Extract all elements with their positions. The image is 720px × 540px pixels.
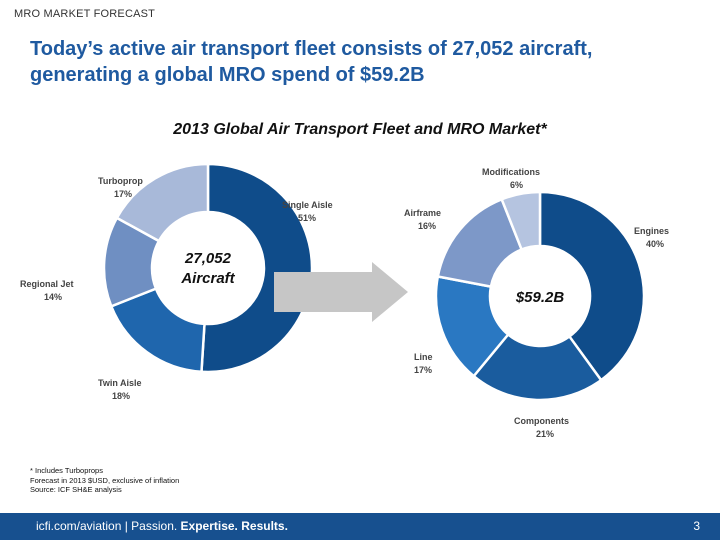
footer-text: icfi.com/aviation | Passion. Expertise. … — [36, 519, 288, 533]
value-airframe: 16% — [418, 221, 436, 231]
donut-charts: 27,052 Aircraft $59.2B Single Aisle 51% … — [20, 162, 669, 439]
title-line-2: generating a global MRO spend of $59.2B — [30, 64, 425, 86]
value-modifications: 6% — [510, 180, 523, 190]
fleet-slice-single-aisle — [200, 162, 314, 374]
footnote-forecast: Forecast in 2013 $USD, exclusive of infl… — [30, 475, 180, 485]
mro-donut-chart — [434, 190, 646, 402]
label-regional-jet: Regional Jet — [20, 279, 74, 289]
value-single-aisle: 51% — [298, 213, 316, 223]
label-engines: Engines — [634, 226, 669, 236]
label-turboprop: Turboprop — [98, 176, 143, 186]
footer-tagline-bold: Expertise. Results. — [180, 519, 288, 533]
mro-slice-engines — [538, 190, 646, 382]
value-engines: 40% — [646, 239, 664, 249]
page-number: 3 — [693, 519, 700, 533]
page-title: Today’s active air transport fleet consi… — [30, 36, 710, 88]
footnote-source: Source: ICF SH&E analysis — [30, 485, 122, 494]
title-line-1: Today’s active air transport fleet consi… — [30, 38, 593, 60]
label-airframe: Airframe — [404, 208, 441, 218]
chart-title: 2013 Global Air Transport Fleet and MRO … — [173, 121, 547, 138]
arrow-graphic — [274, 262, 408, 322]
value-line: 17% — [414, 365, 432, 375]
footer-site-link[interactable]: icfi.com/aviation — [36, 519, 122, 533]
mro-center-value: $59.2B — [515, 289, 565, 306]
footer-tagline-prefix: Passion. — [131, 519, 181, 533]
section-kicker: MRO MARKET FORECAST — [14, 8, 156, 20]
footnote-turboprops: * Includes Turboprops — [30, 466, 103, 475]
fleet-slice-turboprop — [115, 162, 210, 243]
fleet-center-count: 27,052 — [184, 250, 232, 267]
footnotes: * Includes Turboprops Forecast in 2013 $… — [30, 466, 179, 495]
fleet-donut-chart — [102, 162, 314, 374]
label-single-aisle: Single Aisle — [282, 200, 333, 210]
value-turboprop: 17% — [114, 189, 132, 199]
label-line: Line — [414, 352, 433, 362]
footer-separator: | — [121, 519, 132, 533]
label-modifications: Modifications — [482, 167, 540, 177]
value-components: 21% — [536, 429, 554, 439]
value-regional-jet: 14% — [44, 292, 62, 302]
label-components: Components — [514, 416, 569, 426]
mro-slice-modifications — [500, 190, 542, 252]
fleet-center-label: Aircraft — [180, 270, 235, 287]
mro-slice-components — [471, 332, 603, 402]
footer-bar: icfi.com/aviation | Passion. Expertise. … — [0, 513, 720, 540]
value-twin-aisle: 18% — [112, 391, 130, 401]
label-twin-aisle: Twin Aisle — [98, 378, 142, 388]
